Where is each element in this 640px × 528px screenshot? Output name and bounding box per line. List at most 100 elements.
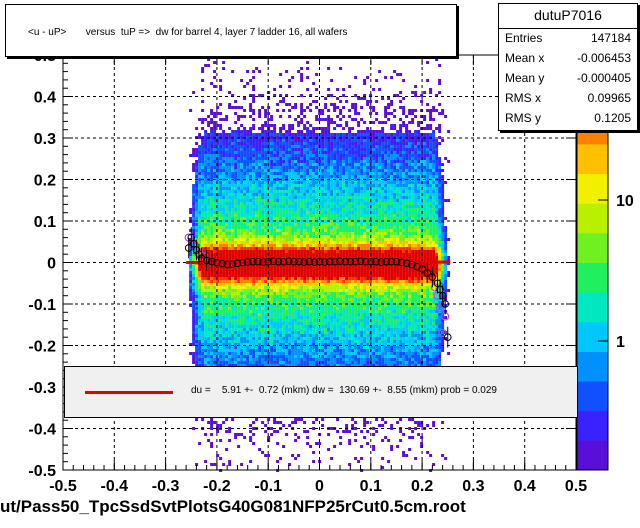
density-cell bbox=[198, 277, 202, 280]
density-cell bbox=[204, 202, 208, 205]
density-cell bbox=[300, 76, 304, 79]
density-cell bbox=[297, 214, 301, 217]
density-cell bbox=[231, 337, 235, 340]
density-cell bbox=[315, 274, 319, 277]
density-cell bbox=[240, 160, 244, 163]
density-cell bbox=[258, 241, 262, 244]
density-cell bbox=[282, 244, 286, 247]
density-cell bbox=[210, 121, 214, 124]
density-cell bbox=[336, 325, 340, 328]
density-cell bbox=[312, 358, 316, 361]
density-cell bbox=[210, 178, 214, 181]
density-cell bbox=[213, 169, 217, 172]
density-cell bbox=[288, 232, 292, 235]
density-cell bbox=[315, 133, 319, 136]
density-cell bbox=[192, 184, 196, 187]
density-cell bbox=[237, 280, 241, 283]
density-cell bbox=[195, 193, 199, 196]
density-cell bbox=[207, 217, 211, 220]
density-cell bbox=[225, 283, 229, 286]
density-cell bbox=[216, 298, 220, 301]
density-cell bbox=[219, 424, 223, 427]
density-cell bbox=[258, 256, 262, 259]
density-cell bbox=[246, 151, 250, 154]
density-cell bbox=[201, 316, 205, 319]
density-cell bbox=[201, 142, 205, 145]
density-cell bbox=[285, 199, 289, 202]
density-cell bbox=[288, 253, 292, 256]
density-cell bbox=[306, 442, 310, 445]
density-cell bbox=[219, 349, 223, 352]
density-cell bbox=[291, 139, 295, 142]
density-cell bbox=[207, 214, 211, 217]
density-cell bbox=[195, 328, 199, 331]
density-cell bbox=[294, 103, 298, 106]
density-cell bbox=[327, 361, 331, 364]
density-cell bbox=[207, 160, 211, 163]
density-cell bbox=[204, 151, 208, 154]
density-cell bbox=[258, 223, 262, 226]
density-cell bbox=[234, 130, 238, 133]
density-cell bbox=[309, 307, 313, 310]
density-cell bbox=[240, 304, 244, 307]
density-cell bbox=[210, 307, 214, 310]
density-cell bbox=[285, 181, 289, 184]
density-cell bbox=[315, 160, 319, 163]
density-cell bbox=[282, 127, 286, 130]
density-cell bbox=[216, 217, 220, 220]
density-cell bbox=[252, 331, 256, 334]
density-cell bbox=[243, 268, 247, 271]
density-cell bbox=[267, 280, 271, 283]
density-cell bbox=[213, 331, 217, 334]
density-cell bbox=[288, 151, 292, 154]
density-cell bbox=[219, 184, 223, 187]
density-cell bbox=[333, 304, 337, 307]
density-cell bbox=[261, 142, 265, 145]
density-cell bbox=[264, 328, 268, 331]
density-cell bbox=[231, 190, 235, 193]
density-cell bbox=[222, 340, 226, 343]
density-cell bbox=[294, 241, 298, 244]
density-cell bbox=[333, 103, 337, 106]
density-cell bbox=[216, 148, 220, 151]
density-cell bbox=[210, 181, 214, 184]
density-cell bbox=[300, 79, 304, 82]
density-cell bbox=[276, 145, 280, 148]
density-cell bbox=[336, 97, 340, 100]
density-cell bbox=[192, 289, 196, 292]
density-cell bbox=[264, 133, 268, 136]
density-cell bbox=[237, 292, 241, 295]
density-cell bbox=[336, 190, 340, 193]
density-cell bbox=[288, 184, 292, 187]
density-cell bbox=[297, 286, 301, 289]
density-cell bbox=[333, 328, 337, 331]
density-cell bbox=[255, 154, 259, 157]
density-cell bbox=[252, 166, 256, 169]
density-cell bbox=[240, 277, 244, 280]
density-cell bbox=[261, 283, 265, 286]
density-cell bbox=[225, 328, 229, 331]
density-cell bbox=[276, 358, 280, 361]
density-cell bbox=[303, 250, 307, 253]
density-cell bbox=[300, 301, 304, 304]
density-cell bbox=[330, 196, 334, 199]
density-cell bbox=[315, 256, 319, 259]
density-cell bbox=[273, 295, 277, 298]
density-cell bbox=[330, 202, 334, 205]
density-cell bbox=[315, 100, 319, 103]
density-cell bbox=[339, 199, 343, 202]
density-cell bbox=[258, 247, 262, 250]
density-cell bbox=[282, 190, 286, 193]
density-cell bbox=[204, 460, 208, 463]
density-cell bbox=[297, 361, 301, 364]
density-cell bbox=[339, 202, 343, 205]
density-cell bbox=[297, 151, 301, 154]
density-cell bbox=[237, 181, 241, 184]
density-cell bbox=[324, 343, 328, 346]
density-cell bbox=[243, 187, 247, 190]
density-cell bbox=[291, 349, 295, 352]
density-cell bbox=[252, 199, 256, 202]
density-cell bbox=[237, 364, 241, 367]
density-cell bbox=[345, 121, 349, 124]
density-cell bbox=[309, 250, 313, 253]
